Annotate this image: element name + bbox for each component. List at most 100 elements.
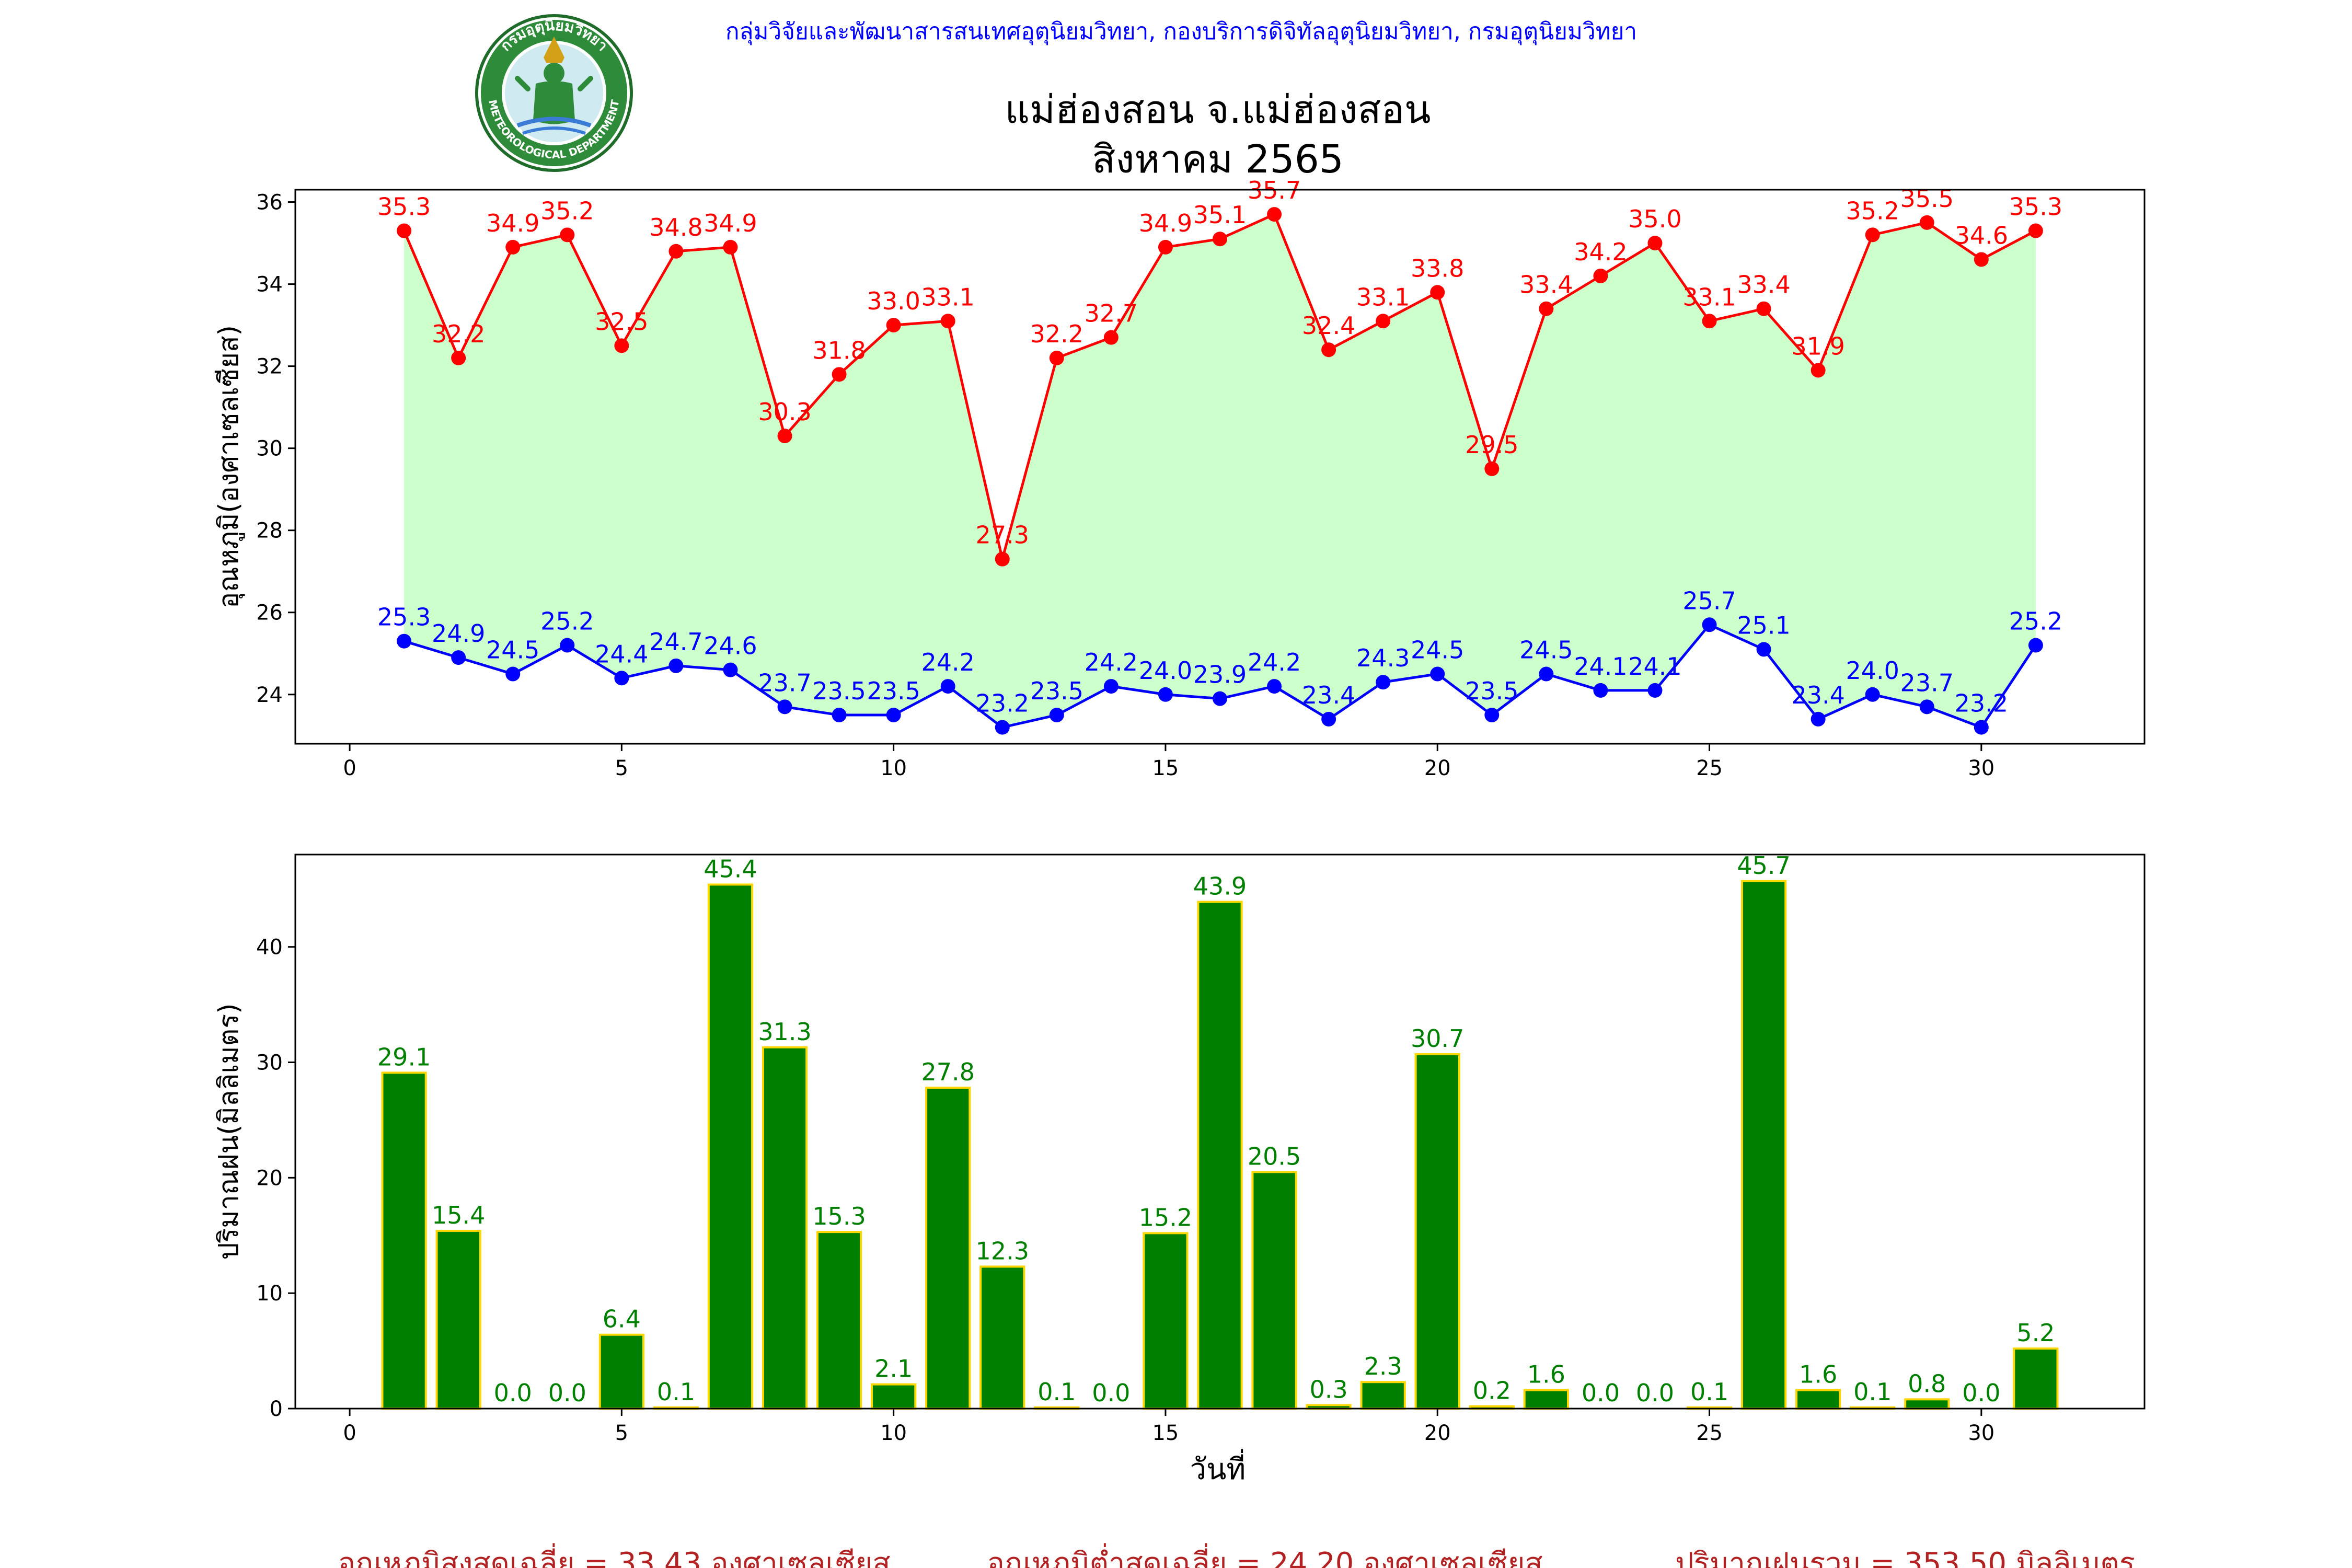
min-temperature-label: 24.5 [1519,636,1573,664]
total-rainfall: ปริมาณฝนรวม = 353.50 มิลลิเมตร [1675,1547,2135,1568]
rainfall-bar [1904,1398,1950,1410]
min-temperature-point [1647,683,1663,698]
temperature-plot-frame [294,189,2146,745]
min-temperature-point [1049,708,1064,723]
min-temperature-label: 24.5 [486,636,539,664]
temperature-y-tick-label: 26 [256,601,283,625]
max-temperature-point [832,367,847,382]
max-temperature-label: 35.0 [1628,205,1681,233]
rainfall-value-label: 45.4 [704,855,757,883]
rainfall-bar [381,1071,427,1410]
min-temperature-point [1974,720,1989,735]
temperature-x-tick-label: 30 [1968,756,1994,780]
min-temperature-point [1158,687,1173,702]
max-temperature-label: 33.1 [921,283,974,311]
rainfall-bar [598,1333,644,1410]
max-temperature-point [1376,314,1391,329]
min-temperature-label: 23.2 [976,689,1029,718]
max-temperature-point [614,338,629,353]
rainfall-bar [925,1087,971,1410]
rainfall-value-label: 12.3 [976,1237,1029,1265]
rainfall-bar [1360,1381,1406,1410]
rainfall-value-label: 45.7 [1737,851,1790,880]
min-temperature-point [723,662,738,677]
max-temperature-label: 35.5 [1900,185,1954,213]
min-temperature-label: 25.2 [2009,607,2062,636]
max-temperature-point [1430,285,1445,300]
rainfall-value-label: 31.3 [758,1018,811,1046]
rainfall-value-label: 29.1 [377,1043,431,1071]
rainfall-bar [1523,1389,1569,1410]
rainfall-bar [762,1046,808,1410]
rainfall-value-label: 20.5 [1248,1142,1301,1170]
rainfall-value-label: 0.1 [657,1378,695,1406]
rainfall-value-label: 0.8 [1908,1369,1946,1398]
max-temperature-label: 29.5 [1465,431,1518,459]
max-temperature-label: 33.8 [1411,254,1464,282]
rainfall-value-label: 5.2 [2016,1319,2055,1347]
max-temperature-label: 31.9 [1791,332,1844,360]
max-temperature-point [1919,215,1934,230]
max-temperature-point [1539,301,1554,316]
max-temperature-point [995,551,1010,567]
max-temperature-point [940,314,955,329]
temperature-range-fill [404,214,2036,728]
min-temperature-point [451,650,466,665]
chart-title-station: แม่ฮ่องสอน จ.แม่ฮ่องสอน [1005,87,1431,132]
min-temperature-point [2028,638,2043,653]
max-temperature-label: 34.9 [704,209,757,237]
max-temperature-label: 32.5 [595,307,648,336]
max-temperature-point [1702,314,1717,329]
min-temperature-point [1376,675,1391,690]
rainfall-value-label: 0.0 [1636,1379,1674,1407]
rainfall-value-label: 15.3 [812,1202,866,1230]
rainfall-bar [435,1229,481,1410]
temperature-y-tick-label: 36 [256,191,283,215]
temperature-x-tick-label: 10 [880,756,907,780]
min-temperature-label: 24.9 [432,619,485,648]
max-temperature-label: 35.2 [1846,197,1899,225]
min-temperature-label: 24.4 [595,640,648,668]
rainfall-value-label: 6.4 [603,1305,641,1333]
min-temperature-label: 23.4 [1302,681,1355,709]
rainfall-bar [871,1383,917,1410]
max-temperature-point [1049,350,1064,365]
organization-line: กลุ่มวิจัยและพัฒนาสารสนเทศอุตุนิยมวิทยา,… [725,18,1637,45]
min-temperature-label: 25.2 [540,607,594,636]
rainfall-chart: 29.1 15.4 0.0 0.0 6.4 0.1 45.4 31.3 15.3 2.1 27.8 1… [213,851,2146,1486]
rainfall-value-label: 1.6 [1799,1361,1837,1389]
max-temperature-point [723,239,738,255]
max-temperature-label: 33.1 [1682,283,1736,311]
max-temperature-label: 34.9 [486,209,539,237]
rainfall-value-label: 43.9 [1193,872,1247,901]
max-temperature-point [777,429,792,444]
max-temperature-point [1158,239,1173,255]
min-temperature-label: 24.0 [1139,656,1192,685]
max-temperature-label: 35.3 [2009,193,2062,221]
rainfall-axis-label: ปริมาณฝน(มิลลิเมตร) [213,1003,245,1260]
rainfall-value-label: 27.8 [921,1058,974,1086]
rainfall-value-label: 0.1 [1853,1378,1892,1406]
min-temperature-point [1321,711,1336,727]
min-temperature-point [1213,691,1227,706]
min-temperature-label: 24.2 [1085,648,1138,676]
min-temperature-label: 24.1 [1628,652,1681,681]
rainfall-value-label: 30.7 [1411,1024,1464,1053]
rainfall-value-label: 0.0 [1962,1379,2000,1407]
rainfall-x-tick-label: 20 [1424,1421,1451,1445]
min-temperature-point [1484,708,1500,723]
min-temperature-label: 23.7 [1900,668,1954,697]
min-temperature-label: 24.3 [1356,644,1410,672]
rainfall-bar [1143,1232,1189,1410]
min-temperature-label: 23.4 [1791,681,1844,709]
min-temperature-point [397,633,412,649]
max-temperature-point [886,318,901,333]
temperature-chart: 35.332.234.9 35.232.534.8 34.930.331.833.0… [213,176,2146,780]
rainfall-bar [1795,1389,1841,1410]
rainfall-value-label: 0.1 [1037,1378,1076,1406]
rainfall-value-label: 2.3 [1364,1352,1402,1380]
max-temperature-point [1321,342,1336,358]
min-temperature-label: 24.7 [649,628,702,656]
max-temperature-point [1974,252,1989,267]
